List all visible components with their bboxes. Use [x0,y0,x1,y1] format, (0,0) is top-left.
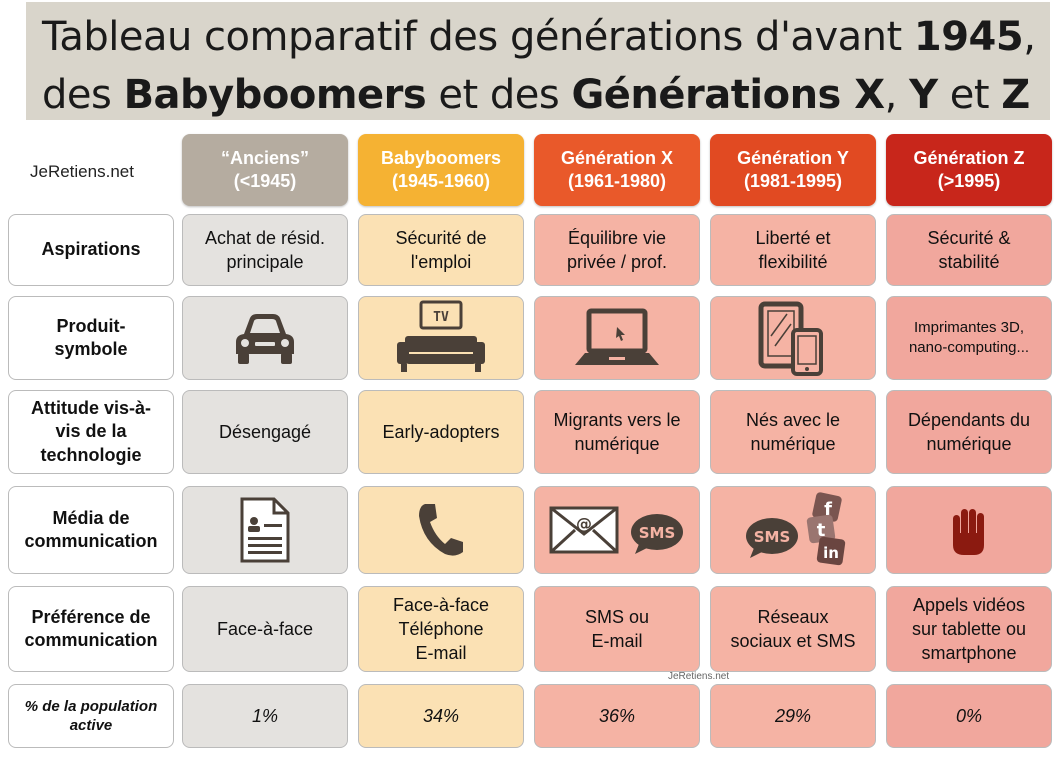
header-babyboomers: Babyboomers (1945-1960) [358,134,524,206]
cell-produit-gen-y [710,296,876,380]
hand-icon [953,509,984,555]
cell-produit-gen-x [534,296,700,380]
tv-sofa-icon: TV [397,300,485,372]
cell-produit-anciens [182,296,348,380]
page-title-line-2: des Babyboomers et des Générations X, Y … [42,72,1030,118]
row-label-media: Média de communication [8,486,174,574]
header-generation-x: Génération X (1961-1980) [534,134,700,206]
title-band [26,2,1050,120]
sms-social-icon: SMS f t in [746,492,846,566]
svg-text:f: f [824,499,832,520]
cell-aspirations-babyboomers: Sécurité de l'emploi [358,214,524,286]
cell-aspirations-gen-y: Liberté et flexibilité [710,214,876,286]
cell-preference-babyboomers: Face-à-face Téléphone E-mail [358,586,524,672]
cell-preference-gen-y: Réseaux sociaux et SMS [710,586,876,672]
cell-aspirations-anciens: Achat de résid. principale [182,214,348,286]
cell-preference-gen-z: Appels vidéos sur tablette ou smartphone [886,586,1052,672]
row-label-produit-symbole: Produit-symbole [8,296,174,380]
svg-text:@: @ [576,514,592,533]
header-generation-z: Génération Z (>1995) [886,134,1052,206]
cell-attitude-babyboomers: Early-adopters [358,390,524,474]
cell-attitude-gen-x: Migrants vers le numérique [534,390,700,474]
cell-preference-anciens: Face-à-face [182,586,348,672]
cell-produit-gen-z: Imprimantes 3D, nano-computing... [886,296,1052,380]
cell-preference-gen-x: SMS ou E-mail [534,586,700,672]
svg-text:TV: TV [433,310,449,325]
cell-attitude-gen-z: Dépendants du numérique [886,390,1052,474]
svg-text:SMS: SMS [639,524,676,542]
cell-population-gen-z: 0% [886,684,1052,748]
cell-media-gen-y: SMS f t in [710,486,876,574]
cell-attitude-gen-y: Nés avec le numérique [710,390,876,474]
svg-text:SMS: SMS [754,528,791,546]
cell-produit-babyboomers: TV [358,296,524,380]
cell-population-babyboomers: 34% [358,684,524,748]
document-icon [240,497,290,563]
laptop-icon [575,308,659,365]
cell-population-anciens: 1% [182,684,348,748]
cell-aspirations-gen-z: Sécurité & stabilité [886,214,1052,286]
svg-text:in: in [823,544,839,562]
row-label-attitude: Attitude vis-à-vis de la technologie [8,390,174,474]
page-title-line-1: Tableau comparatif des générations d'ava… [42,14,1036,60]
tablet-phone-icon [758,301,823,376]
phone-icon [419,504,463,556]
email-sms-icon: @ SMS [549,506,683,554]
cell-media-babyboomers [358,486,524,574]
cell-population-gen-y: 29% [710,684,876,748]
row-label-population: % de la population active [8,684,174,748]
row-label-aspirations: Aspirations [8,214,174,286]
cell-media-gen-z [886,486,1052,574]
row-label-preference: Préférence de communication [8,586,174,672]
car-icon [236,314,294,364]
cell-population-gen-x: 36% [534,684,700,748]
svg-text:t: t [817,520,826,541]
header-generation-y: Génération Y (1981-1995) [710,134,876,206]
header-anciens: “Anciens” (<1945) [182,134,348,206]
brand-label: JeRetiens.net [30,162,134,181]
watermark: JeRetiens.net [668,671,730,682]
cell-attitude-anciens: Désengagé [182,390,348,474]
cell-media-anciens [182,486,348,574]
cell-aspirations-gen-x: Équilibre vie privée / prof. [534,214,700,286]
cell-media-gen-x: @ SMS [534,486,700,574]
